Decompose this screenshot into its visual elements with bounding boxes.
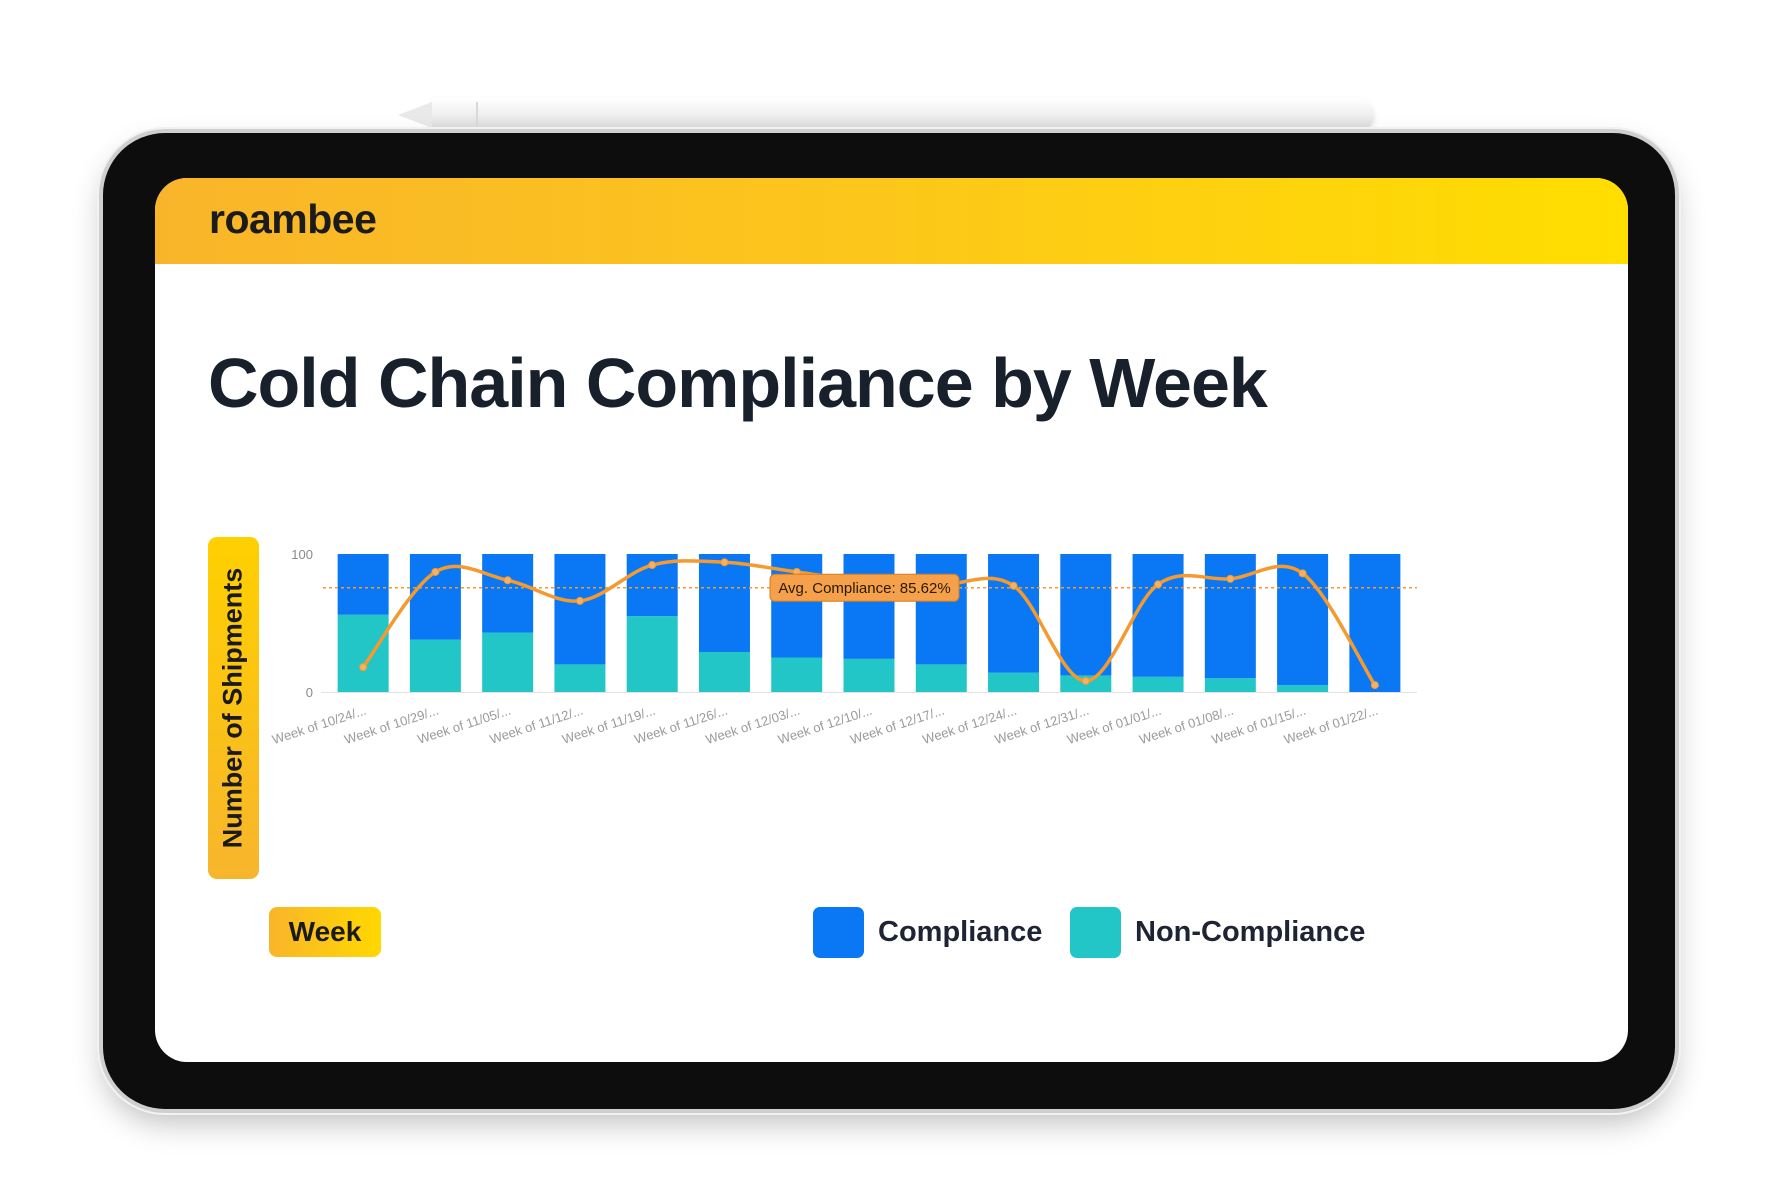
bar-compliance — [1060, 554, 1112, 676]
bar-non-compliance — [698, 651, 750, 692]
stylus — [398, 98, 1374, 132]
legend-swatch-compliance — [813, 907, 864, 958]
trend-point — [575, 596, 584, 605]
trend-point — [1009, 581, 1018, 590]
trend-point — [1370, 681, 1379, 690]
bar-non-compliance — [482, 632, 534, 692]
trend-point — [359, 663, 368, 672]
trend-point — [1081, 676, 1090, 685]
trend-point — [1226, 574, 1235, 583]
trend-point — [431, 567, 440, 576]
bar-non-compliance — [554, 664, 606, 692]
trend-point — [720, 558, 729, 567]
y-tick-label: 100 — [291, 547, 313, 562]
legend-item-non-compliance: Non-Compliance — [1070, 907, 1365, 958]
bar-compliance — [698, 554, 750, 652]
bar-non-compliance — [1132, 676, 1184, 692]
trend-point — [648, 561, 657, 570]
bar-compliance — [843, 554, 895, 659]
y-axis-label-pill: Number of Shipments — [208, 537, 259, 879]
stylus-seam — [476, 102, 478, 128]
stylus-tip — [398, 102, 432, 128]
bar-compliance — [1349, 554, 1401, 692]
trend-point — [503, 576, 512, 585]
legend-label-compliance: Compliance — [878, 916, 1043, 948]
x-axis-label-pill: Week — [269, 907, 381, 957]
x-axis-label: Week — [288, 916, 362, 947]
bar-compliance — [482, 554, 534, 633]
bar-non-compliance — [915, 664, 967, 692]
y-tick-label: 0 — [306, 685, 313, 700]
bar-non-compliance — [988, 672, 1040, 692]
bar-non-compliance — [843, 658, 895, 692]
bar-non-compliance — [337, 614, 389, 692]
bar-compliance — [1132, 554, 1184, 677]
bar-compliance — [915, 554, 967, 665]
bar-compliance — [1204, 554, 1256, 679]
bar-compliance — [988, 554, 1040, 673]
bar-compliance — [337, 554, 389, 615]
header-bar: roambee — [155, 178, 1628, 264]
brand-logo: roambee — [209, 196, 377, 242]
bar-non-compliance — [409, 639, 461, 692]
bar-non-compliance — [1204, 678, 1256, 692]
bar-non-compliance — [771, 657, 823, 692]
bar-non-compliance — [1277, 685, 1329, 692]
trend-point — [1154, 580, 1163, 589]
bar-compliance — [554, 554, 606, 665]
legend-label-non-compliance: Non-Compliance — [1135, 916, 1366, 948]
tablet-device: roambee Cold Chain Compliance by Week Nu… — [103, 133, 1675, 1109]
tablet-screen: roambee Cold Chain Compliance by Week Nu… — [155, 178, 1628, 1062]
page-title: Cold Chain Compliance by Week — [208, 344, 1268, 422]
average-label-badge — [769, 573, 960, 602]
bar-non-compliance — [626, 616, 678, 692]
legend-swatch-non-compliance — [1070, 907, 1121, 958]
legend-item-compliance: Compliance — [813, 907, 1042, 958]
trend-point — [1298, 569, 1307, 578]
average-label-text: Avg. Compliance: 85.62% — [778, 580, 950, 597]
